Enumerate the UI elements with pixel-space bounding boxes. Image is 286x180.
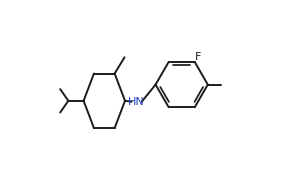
Text: HN: HN [128,97,145,107]
Text: F: F [195,53,202,62]
